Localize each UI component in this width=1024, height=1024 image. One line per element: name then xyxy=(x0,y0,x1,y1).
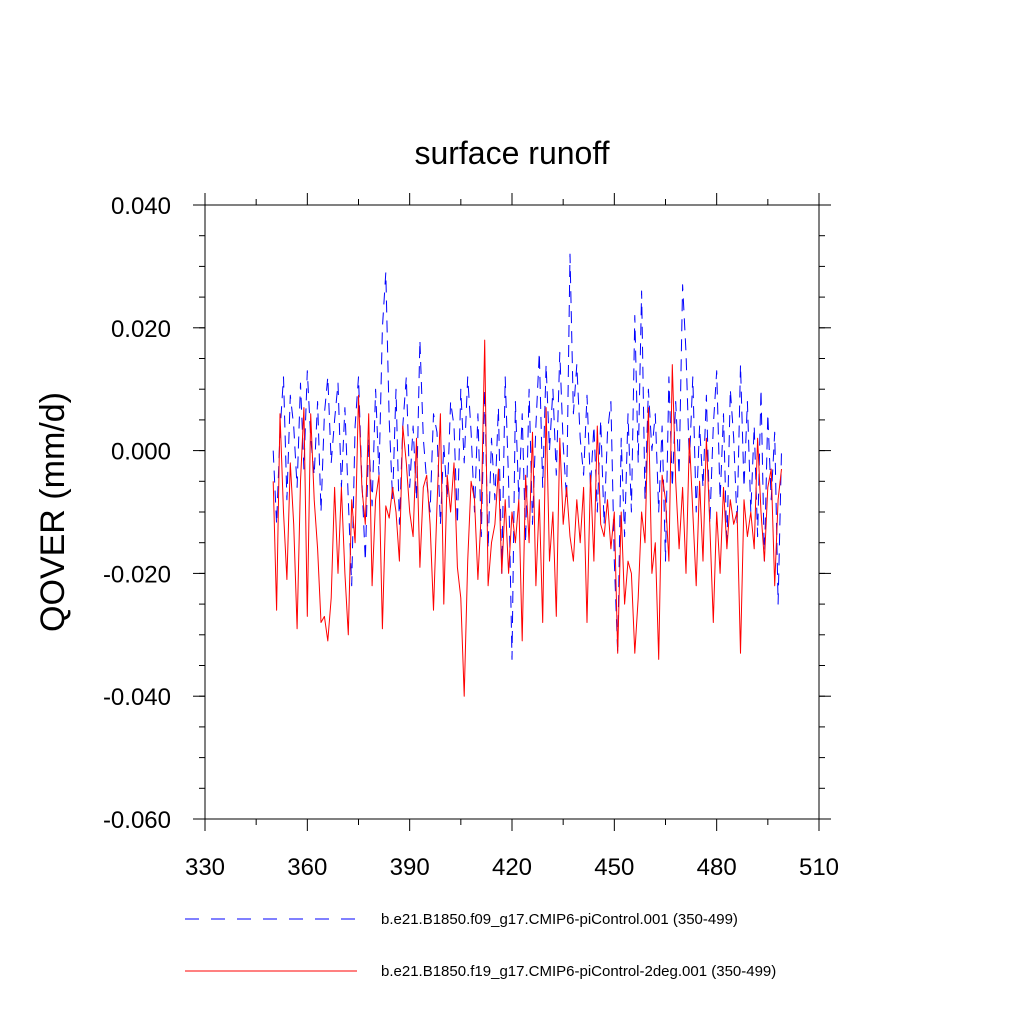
y-tick-label: -0.060 xyxy=(103,807,171,834)
x-tick-label: 480 xyxy=(697,854,737,881)
y-tick-label: -0.020 xyxy=(103,561,171,588)
axes: 330 360 390 420 450 480 510 -0.060 -0.040 -0.020 0… xyxy=(103,193,839,881)
y-tick-label: 0.020 xyxy=(111,316,171,343)
y-axis-label: QOVER (mm/d) xyxy=(34,392,72,632)
x-tick-label: 510 xyxy=(799,854,839,881)
series-line-1 xyxy=(272,253,782,660)
x-tick-label: 390 xyxy=(390,854,430,881)
y-tick-label: 0.040 xyxy=(111,193,171,220)
chart-title: surface runoff xyxy=(414,135,609,171)
y-tick-label: 0.000 xyxy=(111,439,171,466)
legend: b.e21.B1850.f09_g17.CMIP6-piControl.001 … xyxy=(185,911,776,980)
x-tick-label: 330 xyxy=(185,854,225,881)
x-tick-label: 450 xyxy=(594,854,634,881)
x-tick-label: 360 xyxy=(287,854,327,881)
legend-label-2: b.e21.B1850.f19_g17.CMIP6-piControl-2deg… xyxy=(381,963,776,980)
y-tick-label: -0.040 xyxy=(103,684,171,711)
series-layer xyxy=(272,253,782,697)
x-tick-label: 420 xyxy=(492,854,532,881)
series-line-2 xyxy=(272,339,782,697)
legend-label-1: b.e21.B1850.f09_g17.CMIP6-piControl.001 … xyxy=(381,911,738,928)
